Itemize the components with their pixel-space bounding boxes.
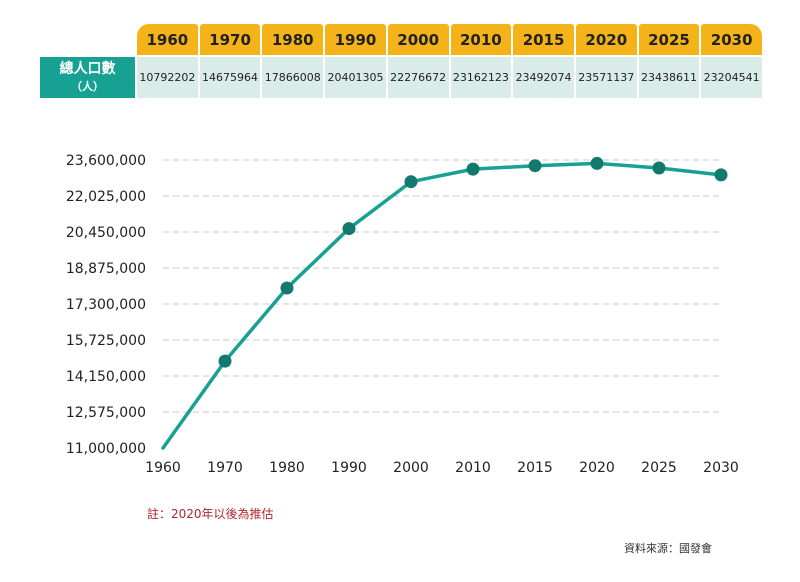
- x-tick-label: 2000: [393, 460, 429, 476]
- projection-note: 註：2020年以後為推估: [147, 507, 274, 521]
- population-value-cell: 23438611: [638, 57, 700, 98]
- x-tick-label: 2010: [455, 460, 491, 476]
- population-table: 1960 1970 1980 1990 2000 2010 2015 2020 2025 2030…: [40, 24, 763, 98]
- population-series-line: [161, 161, 723, 450]
- y-tick-label: 20,450,000: [66, 225, 146, 241]
- data-point: [342, 222, 356, 236]
- y-tick-label: 18,875,000: [66, 261, 146, 277]
- y-tick-label: 17,300,000: [66, 297, 146, 313]
- population-value-cell: 22276672: [387, 57, 449, 98]
- grid-lines: [163, 159, 721, 413]
- year-header-row: 1960 1970 1980 1990 2000 2010 2015 2020 2025 2030: [137, 24, 763, 55]
- year-header-cell: 2010: [450, 24, 512, 55]
- x-tick-label: 1980: [269, 460, 305, 476]
- population-value-cell: 23571137: [575, 57, 637, 98]
- x-tick-label: 1960: [145, 460, 181, 476]
- y-tick-label: 14,150,000: [66, 369, 146, 385]
- year-header-cell: 2025: [638, 24, 700, 55]
- data-point: [466, 162, 480, 176]
- x-tick-label: 2020: [579, 460, 615, 476]
- data-point: [280, 281, 294, 295]
- data-point: [218, 354, 232, 368]
- year-header-cell: 1970: [199, 24, 261, 55]
- data-markers: [218, 156, 728, 368]
- population-line-chart: 11,000,000 12,575,000 14,150,000 15,725,000…: [66, 153, 739, 476]
- year-header-cell: 1960: [137, 24, 198, 55]
- x-tick-label: 2030: [703, 460, 739, 476]
- data-source: 資料來源：國發會: [624, 542, 712, 555]
- data-point: [714, 168, 728, 182]
- population-value-cell: 10792202: [137, 57, 198, 98]
- year-header-cell: 2020: [575, 24, 637, 55]
- y-tick-labels: 11,000,000 12,575,000 14,150,000 15,725,000…: [66, 153, 146, 457]
- x-tick-label: 1990: [331, 460, 367, 476]
- data-point: [404, 175, 418, 189]
- population-row-label: 總人口數 （人）: [40, 57, 135, 98]
- population-value-cell: 23492074: [513, 57, 574, 98]
- year-header-cell: 2015: [513, 24, 574, 55]
- year-header-cell: 1990: [325, 24, 386, 55]
- data-point: [590, 156, 604, 170]
- population-value-cell: 17866008: [262, 57, 324, 98]
- y-tick-label: 23,600,000: [66, 153, 146, 169]
- population-value-cell: 14675964: [199, 57, 261, 98]
- population-value-cell: 20401305: [325, 57, 386, 98]
- y-tick-label: 22,025,000: [66, 189, 146, 205]
- y-tick-label: 11,000,000: [66, 441, 146, 457]
- y-tick-label: 12,575,000: [66, 405, 146, 421]
- year-header-cell: 1980: [262, 24, 324, 55]
- x-tick-label: 2015: [517, 460, 553, 476]
- population-value-row: 10792202 14675964 17866008 20401305 22276672…: [137, 57, 763, 98]
- row-label-text: 總人口數: [59, 61, 116, 77]
- x-tick-label: 1970: [207, 460, 243, 476]
- x-tick-labels: 1960 1970 1980 1990 2000 2010 2015 2020 2025 2030: [145, 460, 739, 476]
- population-value-cell: 23204541: [701, 57, 763, 98]
- row-label-unit: （人）: [71, 80, 104, 93]
- data-point: [652, 161, 666, 175]
- year-header-cell: 2000: [387, 24, 449, 55]
- x-tick-label: 2025: [641, 460, 677, 476]
- population-value-cell: 23162123: [450, 57, 512, 98]
- year-header-cell: 2030: [701, 24, 763, 55]
- y-tick-label: 15,725,000: [66, 333, 146, 349]
- data-point: [528, 159, 542, 173]
